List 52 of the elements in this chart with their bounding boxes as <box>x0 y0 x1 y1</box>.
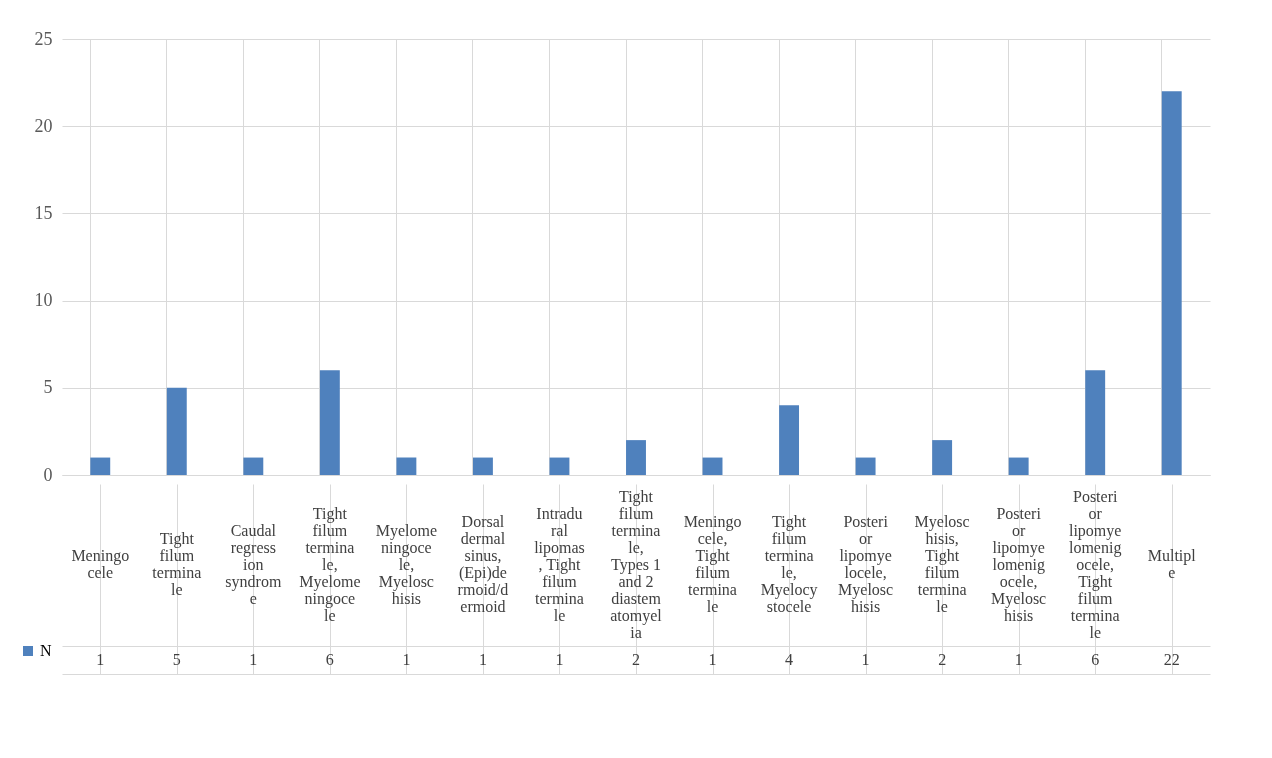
data-label: 1 <box>861 651 870 668</box>
bar <box>549 457 570 475</box>
bar <box>779 405 800 475</box>
data-label: 1 <box>708 651 717 668</box>
bar <box>855 457 876 475</box>
bar <box>1085 370 1106 475</box>
x-tick-label: Multiple <box>1147 547 1197 581</box>
data-label: 1 <box>402 651 411 668</box>
x-tick-label: Meningocele <box>71 547 130 581</box>
data-label: 6 <box>1091 651 1100 668</box>
y-tick-label: 25 <box>34 28 53 49</box>
bar <box>626 440 646 475</box>
bar <box>90 457 111 475</box>
bar <box>319 370 340 475</box>
y-tick-label: 5 <box>43 377 53 398</box>
y-tick-label: 0 <box>43 464 53 485</box>
x-tick-label: Tight filum terminale, Myelomeningocele <box>299 504 361 624</box>
x-tick-label: Posterior lipomyelocele, Myeloschisis <box>838 513 894 615</box>
bar <box>166 387 187 475</box>
bar <box>1008 457 1029 475</box>
data-label: 5 <box>172 651 181 668</box>
x-tick-label: Posterior lipomyelomenigocele, Myeloschisis <box>991 504 1047 624</box>
x-tick-label: Dorsal dermal sinus, (Epi)dermoid/dermoid <box>457 513 509 615</box>
bar <box>932 440 953 475</box>
y-tick-label: 15 <box>34 202 53 223</box>
data-label: 4 <box>785 651 794 668</box>
data-label: 1 <box>478 651 487 668</box>
x-tick-label: Tight filum terminale, Myelocystocele <box>760 513 818 615</box>
y-tick-label: 20 <box>34 115 53 136</box>
x-tick-label: Tight filum terminale <box>152 530 202 598</box>
data-label: 1 <box>96 651 105 668</box>
legend-label: N <box>40 642 52 659</box>
data-label: 1 <box>1014 651 1023 668</box>
x-tick-label: Intradural lipomas, Tight filum terminale <box>534 504 585 624</box>
y-tick-label: 10 <box>34 290 53 311</box>
bar <box>1161 91 1182 475</box>
x-tick-label: Myelomeningocele, Myeloschisis <box>375 521 438 607</box>
x-tick-label: Meningocele, Tight filum terminale <box>683 513 742 615</box>
bar <box>243 457 264 475</box>
category-label: Posterior lipomyelomenigocele, Tight filum terminale <box>1068 487 1122 641</box>
data-label: 1 <box>555 651 564 668</box>
data-label: 22 <box>1163 651 1180 668</box>
category-label: Tight filum terminale, Types 1 and 2 diastematomyelia <box>610 487 662 641</box>
x-tick-label: Myeloschisis, Tight filum terminale <box>914 513 970 615</box>
x-tick-label: Caudal regression syndrome <box>225 521 282 607</box>
data-label: 6 <box>325 651 334 668</box>
bar <box>702 457 723 475</box>
bar <box>396 457 417 475</box>
data-label: 2 <box>938 651 947 668</box>
data-label: 1 <box>249 651 258 668</box>
data-label: 2 <box>632 651 640 668</box>
bar <box>472 457 493 475</box>
